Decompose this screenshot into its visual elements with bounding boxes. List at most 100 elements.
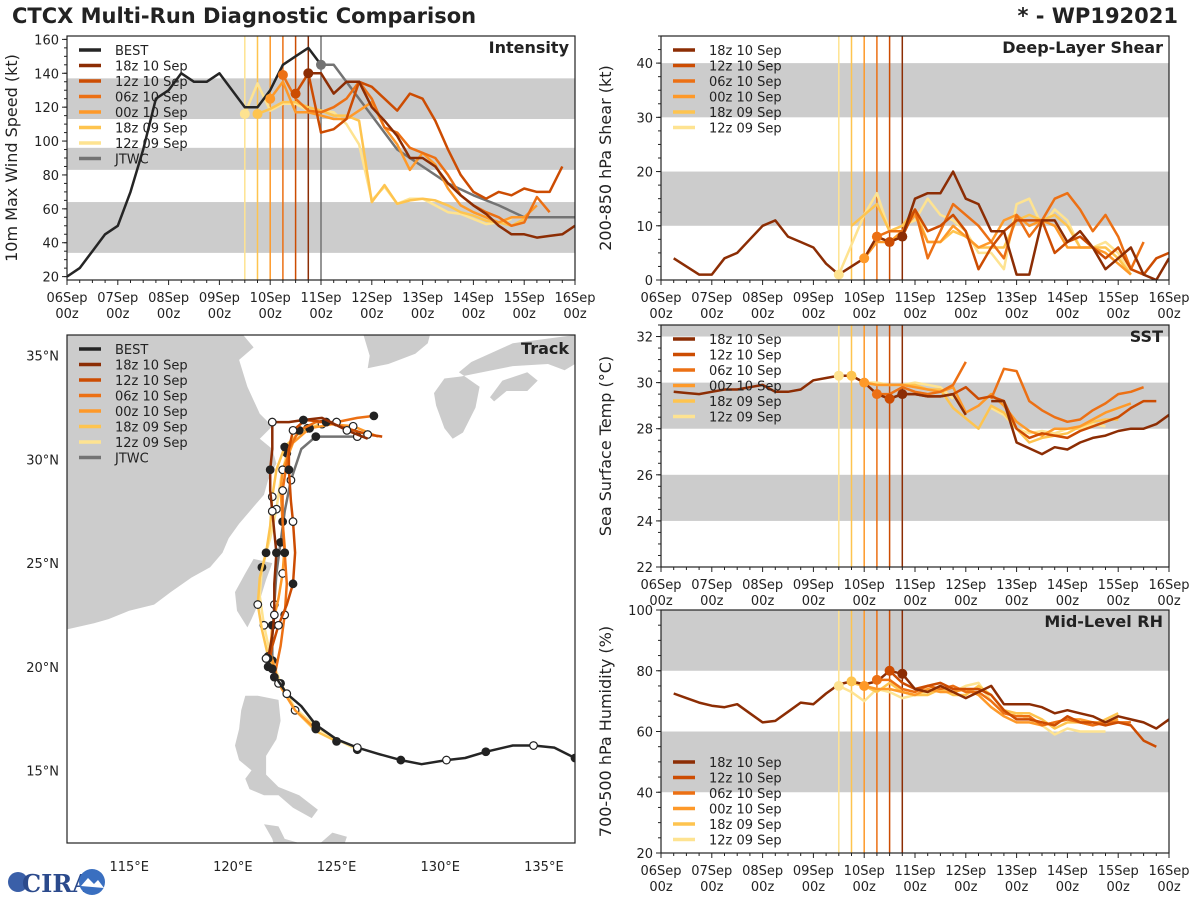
y-tick-label: 140 bbox=[34, 67, 59, 82]
track-point bbox=[265, 465, 275, 475]
init-marker bbox=[897, 389, 908, 400]
shear-plot-area bbox=[661, 36, 1169, 280]
y-axis-label: 700-500 hPa Humidity (%) bbox=[596, 626, 615, 837]
lat-tick-label: 25°N bbox=[26, 557, 59, 572]
x-tick-label: 14Sep bbox=[1047, 864, 1088, 879]
x-tick-label: 11Sep bbox=[894, 864, 935, 879]
y-tick-label: 0 bbox=[645, 274, 653, 289]
rh-plot-area bbox=[661, 610, 1169, 853]
series-line-18z-10-sep bbox=[673, 170, 1169, 280]
init-marker bbox=[884, 237, 895, 248]
panel-sst: 22242628303206Sep00z07Sep00z08Sep00z09Se… bbox=[596, 324, 1190, 609]
x-tick-label: 13Sep bbox=[402, 291, 443, 306]
y-tick-label: 100 bbox=[34, 135, 59, 150]
legend-label: BEST bbox=[115, 44, 148, 59]
legend-label: 12z 09 Sep bbox=[709, 411, 782, 426]
init-marker bbox=[316, 59, 326, 70]
x-tick-label: 00z bbox=[360, 307, 384, 322]
track-point bbox=[288, 425, 298, 435]
x-tick-label: 00z bbox=[751, 594, 775, 609]
legend-label: 18z 10 Sep bbox=[709, 333, 782, 348]
y-tick-label: 20 bbox=[636, 166, 653, 181]
init-marker bbox=[239, 108, 250, 119]
legend-label: 12z 09 Sep bbox=[115, 436, 188, 451]
legend-label: 12z 10 Sep bbox=[709, 772, 782, 787]
x-tick-label: 06Sep bbox=[640, 578, 681, 593]
init-marker bbox=[290, 88, 301, 99]
x-tick-label: 00z bbox=[903, 880, 927, 895]
legend-label: 12z 09 Sep bbox=[709, 834, 782, 849]
x-tick-label: 00z bbox=[853, 307, 877, 322]
track-line-18z-10-sep bbox=[266, 416, 369, 659]
shaded-band bbox=[661, 325, 1169, 337]
init-marker bbox=[871, 674, 882, 685]
init-marker bbox=[846, 676, 857, 687]
legend-label: 12z 09 Sep bbox=[709, 122, 782, 137]
x-tick-label: 00z bbox=[1056, 880, 1080, 895]
legend-label: JTWC bbox=[114, 153, 149, 168]
track-point bbox=[280, 442, 290, 452]
track-point bbox=[442, 755, 451, 765]
page-title: CTCX Multi-Run Diagnostic Comparison bbox=[12, 4, 477, 28]
track-point bbox=[342, 425, 352, 435]
x-tick-label: 16Sep bbox=[1148, 864, 1189, 879]
init-marker bbox=[833, 269, 844, 280]
init-marker bbox=[897, 668, 908, 679]
series-line-06z-10-sep bbox=[876, 361, 1145, 424]
lat-tick-label: 15°N bbox=[26, 764, 59, 779]
land-visayas bbox=[264, 824, 347, 843]
y-tick-label: 20 bbox=[636, 847, 653, 862]
legend-label: 12z 10 Sep bbox=[709, 60, 782, 75]
x-tick-label: 00z bbox=[802, 594, 826, 609]
x-tick-label: 15Sep bbox=[1098, 578, 1139, 593]
x-tick-label: 10Sep bbox=[844, 291, 885, 306]
legend-label: BEST bbox=[115, 343, 148, 358]
land-taiwan bbox=[235, 558, 273, 628]
init-marker bbox=[303, 68, 314, 79]
track-point bbox=[288, 579, 298, 589]
land-shikoku bbox=[490, 372, 538, 402]
track-frame bbox=[66, 334, 576, 844]
x-tick-label: 09Sep bbox=[793, 291, 834, 306]
x-tick-label: 00z bbox=[1056, 307, 1080, 322]
x-tick-label: 00z bbox=[563, 307, 587, 322]
init-marker bbox=[884, 393, 895, 404]
shaded-band bbox=[661, 610, 1169, 671]
track-point bbox=[261, 654, 271, 663]
y-tick-label: 60 bbox=[42, 203, 59, 218]
panel-intensity: 2040608010012014016006Sep00z07Sep00z08Se… bbox=[2, 33, 596, 322]
x-tick-label: 08Sep bbox=[742, 291, 783, 306]
x-tick-label: 00z bbox=[853, 880, 877, 895]
series-line-12z-09-sep bbox=[838, 681, 1106, 736]
track-point bbox=[274, 620, 283, 630]
x-tick-label: 11Sep bbox=[894, 291, 935, 306]
track-point bbox=[570, 753, 575, 763]
x-tick-label: 00z bbox=[802, 307, 826, 322]
x-tick-label: 07Sep bbox=[97, 291, 138, 306]
panel-title: Deep-Layer Shear bbox=[1002, 38, 1163, 57]
y-tick-label: 60 bbox=[636, 726, 653, 741]
series-line-18z-10-sep bbox=[308, 72, 575, 239]
x-tick-label: 00z bbox=[903, 594, 927, 609]
legend-label: 18z 10 Sep bbox=[709, 756, 782, 771]
x-tick-label: 06Sep bbox=[640, 291, 681, 306]
x-tick-label: 09Sep bbox=[199, 291, 240, 306]
track-point bbox=[481, 747, 491, 757]
lon-tick-label: 130°E bbox=[420, 860, 460, 875]
legend-label: 18z 09 Sep bbox=[709, 106, 782, 121]
legend-label: 06z 10 Sep bbox=[115, 91, 188, 106]
init-marker bbox=[871, 231, 882, 242]
x-tick-label: 09Sep bbox=[793, 578, 834, 593]
track-point bbox=[278, 486, 288, 495]
y-tick-label: 10 bbox=[636, 220, 653, 235]
track-point bbox=[298, 415, 308, 425]
y-tick-label: 40 bbox=[636, 786, 653, 801]
track-point bbox=[280, 548, 290, 558]
init-marker bbox=[833, 680, 844, 691]
y-tick-label: 26 bbox=[636, 469, 653, 484]
lon-tick-label: 135°E bbox=[524, 860, 564, 875]
x-tick-label: 00z bbox=[1005, 307, 1029, 322]
x-tick-label: 14Sep bbox=[1047, 578, 1088, 593]
x-tick-label: 00z bbox=[1157, 307, 1181, 322]
